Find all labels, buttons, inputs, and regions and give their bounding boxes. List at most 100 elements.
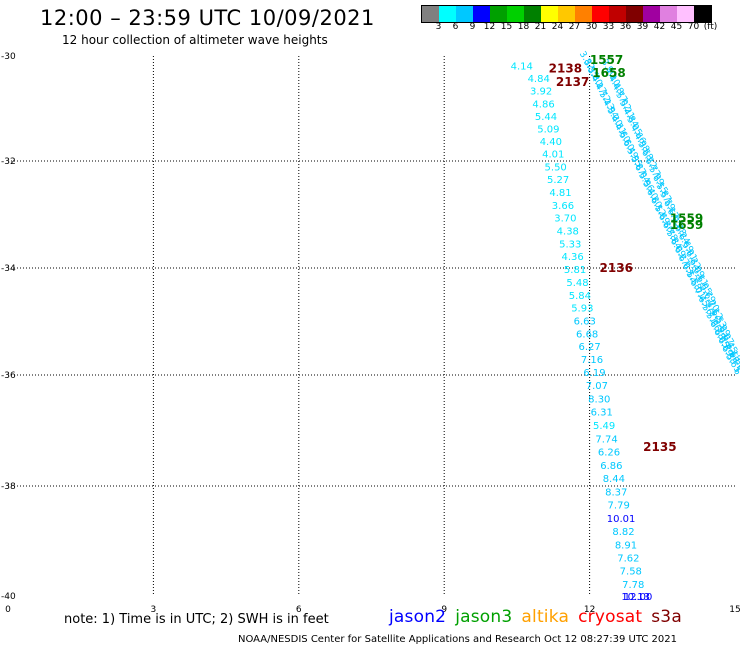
data-label-0: 4.14 (511, 61, 533, 72)
data-label-42: 12.00 (624, 592, 653, 603)
legend-label-6: 21 (534, 22, 547, 32)
data-label-8: 5.50 (545, 162, 567, 173)
legend-label-4: 15 (500, 22, 513, 32)
data-label-15: 4.36 (562, 252, 584, 263)
legend-swatch-14 (660, 6, 677, 22)
data-label-26: 8.30 (588, 394, 610, 405)
legend-label-11: 36 (619, 22, 632, 32)
legend-label-7: 24 (551, 22, 564, 32)
data-label-40: 7.78 (622, 580, 644, 591)
data-label-3: 4.86 (532, 99, 554, 110)
data-label-17: 5.48 (566, 278, 588, 289)
track-0-label-38: 6 (731, 367, 740, 377)
data-label-13: 4.38 (557, 227, 579, 238)
legend-swatch-6 (524, 6, 541, 22)
data-label-21: 6.68 (576, 329, 598, 340)
legend-swatch-7 (541, 6, 558, 22)
legend-label-15: 70 (687, 22, 700, 32)
legend-label-12: 39 (636, 22, 649, 32)
data-label-25: 7.07 (586, 381, 608, 392)
satellite-label-altika: altika (521, 607, 570, 627)
data-label-6: 4.40 (540, 137, 562, 148)
legend-label-16: (ft) (703, 22, 718, 32)
data-label-39: 7.58 (620, 567, 642, 578)
legend-swatch-4 (490, 6, 507, 22)
data-label-18: 5.84 (569, 291, 591, 302)
legend-label-3: 12 (483, 22, 496, 32)
annotation-5: 1658 (592, 66, 625, 80)
data-label-4: 5.44 (535, 112, 557, 123)
legend-swatch-13 (643, 6, 660, 22)
legend-label-1: 6 (452, 22, 459, 32)
data-label-38: 7.62 (617, 554, 639, 565)
data-label-37: 8.91 (615, 540, 637, 551)
legend-swatch-1 (439, 6, 456, 22)
x-tick-label-3: 9 (441, 605, 447, 615)
x-tick-label-5: 15 (729, 605, 740, 615)
satellite-label-s3a: s3a (651, 607, 682, 627)
legend-swatch-8 (558, 6, 575, 22)
legend-swatch-15 (677, 6, 694, 22)
note-text: note: 1) Time is in UTC; 2) SWH is in fe… (64, 612, 329, 627)
data-label-9: 5.27 (547, 175, 569, 186)
annotation-4: 1557 (590, 53, 623, 67)
legend-swatch-0 (422, 6, 439, 22)
y-tick-label-1: -32 (1, 157, 16, 167)
legend-swatch-5 (507, 6, 524, 22)
annotation-6: 1559 (670, 212, 703, 226)
data-label-16: 5.81 (564, 265, 586, 276)
data-label-2: 3.92 (530, 87, 552, 98)
legend-label-0: 3 (435, 22, 442, 32)
annotation-2: 2136 (600, 261, 633, 275)
data-label-41: 10.13 (621, 592, 650, 603)
legend-swatch-11 (609, 6, 626, 22)
legend-label-5: 18 (517, 22, 530, 32)
data-label-28: 5.49 (593, 421, 615, 432)
data-label-24: 6.19 (583, 368, 605, 379)
annotation-3: 2135 (643, 440, 676, 454)
x-tick-label-2: 6 (296, 605, 302, 615)
satellite-label-cryosat: cryosat (578, 607, 643, 627)
data-label-22: 6.27 (578, 342, 600, 353)
footer-credit: NOAA/NESDIS Center for Satellite Applica… (238, 634, 677, 645)
data-label-11: 3.66 (552, 201, 574, 212)
annotation-1: 2137 (556, 75, 589, 89)
data-label-29: 7.74 (595, 434, 617, 445)
data-label-35: 10.01 (607, 514, 636, 525)
legend-swatch-10 (592, 6, 609, 22)
legend-label-14: 45 (670, 22, 683, 32)
y-tick-label-4: -38 (1, 482, 16, 492)
data-label-1: 4.84 (528, 74, 550, 85)
data-label-32: 8.44 (603, 474, 625, 485)
data-label-7: 4.01 (542, 150, 564, 161)
data-label-27: 6.31 (591, 408, 613, 419)
legend-swatch-2 (456, 6, 473, 22)
data-label-34: 7.79 (608, 501, 630, 512)
y-tick-label-5: -40 (1, 592, 16, 602)
legend-swatch-9 (575, 6, 592, 22)
data-label-30: 6.26 (598, 448, 620, 459)
data-label-10: 4.81 (549, 188, 571, 199)
legend-label-8: 27 (568, 22, 581, 32)
data-label-5: 5.09 (537, 124, 559, 135)
x-tick-label-4: 12 (584, 605, 595, 615)
legend-swatch-12 (626, 6, 643, 22)
x-tick-label-1: 3 (151, 605, 157, 615)
data-label-23: 7.16 (581, 355, 603, 366)
legend-swatch-16 (694, 6, 711, 22)
satellite-label-jason3: jason3 (455, 607, 513, 627)
data-label-36: 8.82 (612, 527, 634, 538)
legend-label-9: 30 (585, 22, 598, 32)
data-label-33: 8.37 (605, 488, 627, 499)
satellite-label-jason2: jason2 (389, 607, 447, 627)
y-tick-label-2: -34 (1, 264, 16, 274)
legend-label-13: 42 (653, 22, 666, 32)
data-label-31: 6.86 (600, 461, 622, 472)
color-legend (421, 5, 712, 23)
page-title: 12:00 – 23:59 UTC 10/09/2021 (40, 6, 375, 30)
legend-label-10: 33 (602, 22, 615, 32)
data-label-14: 5.33 (559, 239, 581, 250)
satellite-legend: jason2 jason3 altika cryosat s3a (389, 607, 691, 627)
data-label-12: 3.70 (554, 214, 576, 225)
